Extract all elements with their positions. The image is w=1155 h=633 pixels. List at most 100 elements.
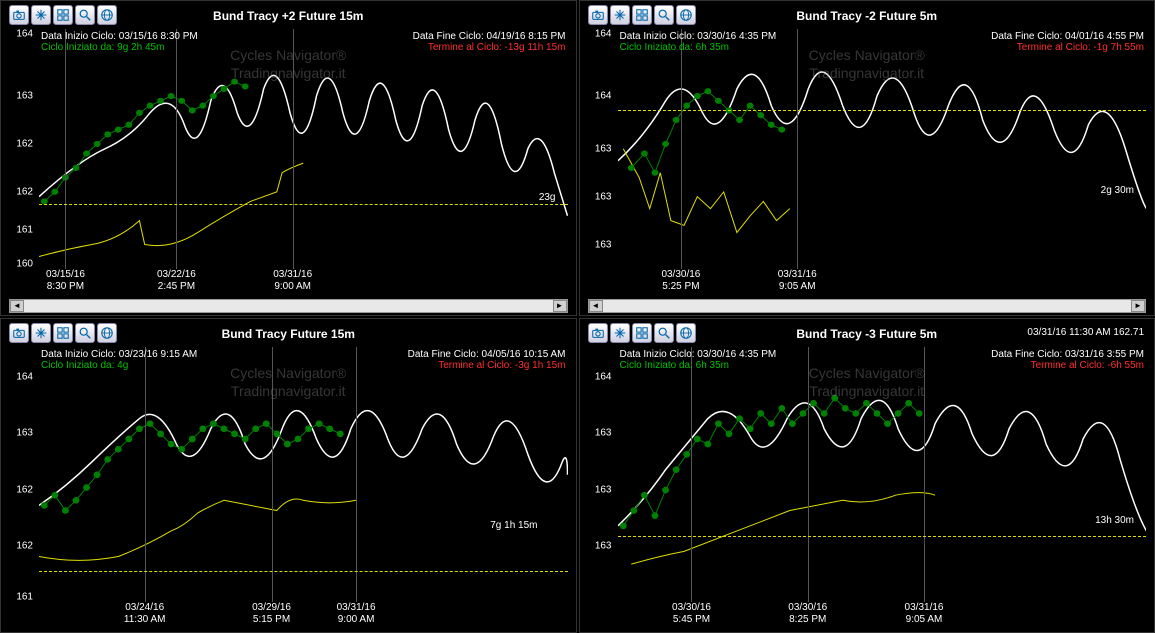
y-tick: 161 (16, 591, 33, 602)
x-tick-time: 2:45 PM (157, 281, 196, 293)
reference-line (618, 536, 1147, 537)
price-line (44, 82, 245, 202)
globe-icon[interactable] (97, 5, 117, 25)
scroll-right-button[interactable]: ► (1131, 300, 1145, 312)
cycle-info-right: Data Fine Ciclo: 04/01/16 4:55 PMTermine… (991, 31, 1144, 53)
ciclo-iniziato: Ciclo Iniziato da: 6h 35m (620, 42, 777, 53)
globe-icon[interactable] (97, 323, 117, 343)
price-point (619, 522, 626, 529)
price-point (736, 117, 743, 123)
expand-icon[interactable] (610, 5, 630, 25)
price-point (704, 440, 711, 447)
indicator-line (39, 163, 303, 256)
price-point (73, 496, 80, 503)
expand-icon[interactable] (610, 323, 630, 343)
x-tick-date: 03/30/16 (672, 602, 711, 614)
globe-icon[interactable] (676, 323, 696, 343)
magnify-icon[interactable] (654, 5, 674, 25)
duration-label: 13h 30m (1095, 515, 1134, 526)
y-tick: 163 (16, 91, 33, 102)
horizontal-scrollbar[interactable]: ◄► (9, 299, 568, 313)
price-point (778, 126, 785, 132)
price-point (736, 415, 743, 422)
scroll-track[interactable] (603, 300, 1132, 312)
cycle-info-left: Data Inizio Ciclo: 03/30/16 4:35 PMCiclo… (620, 349, 777, 371)
chart-panel-0: Bund Tracy +2 Future 15mData Inizio Cicl… (0, 0, 577, 316)
scroll-left-button[interactable]: ◄ (10, 300, 24, 312)
price-point (316, 420, 323, 427)
price-point (683, 103, 690, 109)
x-tick-date: 03/31/16 (337, 602, 376, 614)
price-point (94, 141, 101, 147)
price-point (778, 404, 785, 411)
price-point (252, 425, 259, 432)
cursor-info: 03/31/16 11:30 AM 162.71 (1027, 327, 1144, 338)
cycle-info-right: Data Fine Ciclo: 03/31/16 3:55 PMTermine… (991, 349, 1144, 371)
x-tick: 03/22/162:45 PM (157, 269, 196, 293)
watermark-line2: Tradingnavigator.it (1, 382, 576, 400)
price-point (725, 430, 732, 437)
price-point (242, 435, 249, 442)
scroll-right-button[interactable]: ► (553, 300, 567, 312)
price-point (210, 93, 217, 99)
price-point (168, 440, 175, 447)
y-tick: 163 (595, 428, 612, 439)
price-point (894, 410, 901, 417)
panels-icon[interactable] (53, 5, 73, 25)
price-point (125, 435, 132, 442)
price-point (693, 93, 700, 99)
x-tick: 03/29/165:15 PM (252, 602, 291, 626)
price-point (714, 98, 721, 104)
x-tick: 03/15/168:30 PM (46, 269, 85, 293)
scroll-left-button[interactable]: ◄ (589, 300, 603, 312)
price-point (41, 502, 48, 509)
price-point (125, 122, 132, 128)
duration-label: 23g (539, 192, 556, 203)
y-tick: 163 (595, 239, 612, 250)
price-point (62, 507, 69, 514)
price-point (221, 425, 228, 432)
price-point (83, 150, 90, 156)
panel-toolbar (9, 5, 117, 25)
camera-icon[interactable] (588, 5, 608, 25)
scroll-track[interactable] (24, 300, 553, 312)
panels-icon[interactable] (53, 323, 73, 343)
duration-label: 2g 30m (1101, 185, 1134, 196)
x-tick-time: 9:00 AM (273, 281, 312, 293)
price-point (627, 165, 634, 171)
indicator-line (631, 492, 935, 564)
x-tick: 03/30/168:25 PM (788, 602, 827, 626)
y-tick: 164 (16, 28, 33, 39)
price-point (273, 430, 280, 437)
expand-icon[interactable] (31, 323, 51, 343)
magnify-icon[interactable] (654, 323, 674, 343)
data-inizio: Data Inizio Ciclo: 03/30/16 4:35 PM (620, 31, 777, 42)
price-point (799, 410, 806, 417)
price-point (757, 112, 764, 118)
price-point (104, 456, 111, 463)
termine-ciclo: Termine al Ciclo: -1g 7h 55m (991, 42, 1144, 53)
globe-icon[interactable] (676, 5, 696, 25)
price-point (147, 103, 154, 109)
panels-icon[interactable] (632, 323, 652, 343)
expand-icon[interactable] (31, 5, 51, 25)
camera-icon[interactable] (9, 5, 29, 25)
panels-icon[interactable] (632, 5, 652, 25)
camera-icon[interactable] (9, 323, 29, 343)
magnify-icon[interactable] (75, 5, 95, 25)
x-tick-date: 03/30/16 (788, 602, 827, 614)
magnify-icon[interactable] (75, 323, 95, 343)
y-tick: 164 (595, 28, 612, 39)
x-axis: 03/30/165:25 PM03/31/169:05 AM (618, 269, 1147, 295)
cycle-info-left: Data Inizio Ciclo: 03/15/16 8:30 PMCiclo… (41, 31, 198, 53)
x-tick-date: 03/31/16 (778, 269, 817, 281)
reference-line (39, 571, 568, 572)
cycle-info-left: Data Inizio Ciclo: 03/30/16 4:35 PMCiclo… (620, 31, 777, 53)
x-tick-date: 03/30/16 (661, 269, 700, 281)
horizontal-scrollbar[interactable]: ◄► (588, 299, 1147, 313)
duration-label: 7g 1h 15m (490, 520, 537, 531)
price-point (788, 420, 795, 427)
camera-icon[interactable] (588, 323, 608, 343)
price-point (83, 484, 90, 491)
x-axis: 03/15/168:30 PM03/22/162:45 PM03/31/169:… (39, 269, 568, 295)
